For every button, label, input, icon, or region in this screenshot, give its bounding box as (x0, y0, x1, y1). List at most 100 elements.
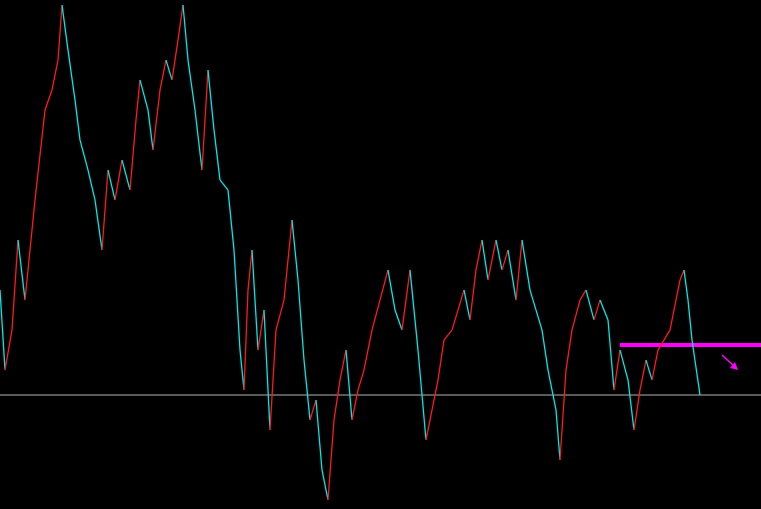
price-segment (645, 359, 653, 381)
price-line (0, 4, 701, 501)
price-segment (501, 249, 509, 271)
price-segment (269, 329, 277, 431)
price-segment (297, 279, 305, 361)
price-segment (247, 249, 253, 291)
price-segment (683, 269, 689, 301)
price-segment (182, 4, 189, 61)
price-segment (275, 299, 285, 331)
price-segment (487, 239, 497, 281)
price-segment (451, 309, 459, 331)
price-segment (207, 69, 215, 131)
price-segment (239, 349, 245, 391)
price-segment (599, 299, 609, 321)
price-segment (555, 409, 561, 461)
price-segment (675, 279, 681, 301)
price-segment (679, 269, 685, 281)
price-segment (607, 319, 615, 391)
price-segment (129, 119, 137, 191)
price-segment (613, 349, 621, 391)
price-segment (159, 59, 167, 91)
price-segment (379, 269, 389, 301)
price-segment (425, 409, 433, 441)
price-segment (619, 349, 629, 381)
price-segment (315, 399, 323, 471)
price-segment (333, 379, 341, 421)
price-segment (351, 389, 359, 421)
price-segment (303, 359, 311, 421)
price-segment (443, 329, 453, 341)
price-segment (177, 4, 184, 41)
price-segment (187, 59, 196, 111)
price-segment (515, 239, 523, 301)
price-segment (387, 269, 396, 311)
price-segment (495, 239, 503, 271)
price-segment (87, 169, 96, 201)
price-segment (565, 329, 573, 371)
price-segment (371, 299, 381, 331)
price-segment (233, 249, 241, 351)
price-segment (283, 219, 293, 301)
price-segment (321, 469, 329, 501)
price-segment (469, 269, 477, 321)
price-segment (669, 299, 677, 331)
price-segment (431, 379, 439, 411)
price-segment (94, 199, 103, 251)
price-segment (417, 349, 427, 441)
price-segment (11, 239, 19, 331)
price-segment (135, 79, 141, 121)
price-segment (219, 179, 229, 191)
price-segment (227, 189, 235, 251)
arrow-shaft (721, 354, 735, 367)
price-segment (114, 159, 123, 201)
price-segment (507, 249, 517, 301)
price-segment (194, 109, 203, 171)
price-segment (593, 299, 601, 321)
price-segment (251, 249, 259, 351)
price-segment (165, 59, 173, 81)
price-segment (559, 369, 567, 461)
price-segment (633, 389, 641, 431)
price-segment (541, 329, 549, 371)
price-segment (571, 299, 581, 331)
price-segment (475, 239, 483, 271)
price-segment (257, 309, 265, 351)
price-segment (327, 419, 335, 501)
price-segment (51, 59, 59, 91)
trend-arrow (721, 354, 738, 370)
price-segment (107, 169, 116, 201)
price-segment (24, 199, 36, 301)
price-segment (691, 339, 701, 396)
price-segment (57, 4, 63, 61)
price-segment (529, 289, 537, 311)
price-segment (17, 239, 26, 301)
price-segment (201, 69, 209, 171)
price-segment (339, 349, 347, 381)
price-segment (0, 289, 6, 371)
price-segment (639, 359, 647, 391)
price-segment (627, 379, 635, 431)
price-segment (363, 329, 373, 371)
price-segment (147, 109, 154, 151)
price-segment (44, 89, 53, 111)
price-segment (152, 89, 161, 151)
price-segment (657, 339, 665, 351)
price-segment (579, 289, 587, 301)
price-segment (101, 169, 109, 251)
price-segment (357, 369, 365, 391)
price-segment (345, 349, 353, 421)
price-segment (309, 399, 317, 421)
price-segment (139, 79, 149, 111)
price-segment (34, 109, 46, 201)
price-segment (213, 129, 221, 181)
price-segment (663, 329, 671, 341)
price-segment (457, 289, 465, 311)
price-segment (79, 139, 89, 171)
price-segment (121, 159, 131, 191)
price-segment (463, 289, 471, 321)
price-segment (67, 49, 76, 101)
arrow-head (730, 362, 738, 370)
price-segment (585, 289, 595, 321)
